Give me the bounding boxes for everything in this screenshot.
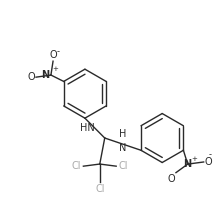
- Text: Cl: Cl: [119, 161, 128, 171]
- Text: Cl: Cl: [95, 184, 104, 194]
- Text: N: N: [119, 143, 127, 153]
- Text: O: O: [205, 157, 212, 167]
- Text: Cl: Cl: [71, 161, 81, 171]
- Text: O: O: [49, 50, 57, 60]
- Text: H: H: [119, 129, 127, 139]
- Text: N: N: [184, 159, 192, 169]
- Text: O: O: [167, 174, 175, 184]
- Text: O: O: [27, 72, 35, 82]
- Text: HN: HN: [80, 123, 95, 133]
- Text: +: +: [53, 67, 58, 72]
- Text: -: -: [57, 47, 60, 56]
- Text: -: -: [209, 150, 212, 159]
- Text: N: N: [41, 70, 49, 80]
- Text: +: +: [192, 156, 197, 162]
